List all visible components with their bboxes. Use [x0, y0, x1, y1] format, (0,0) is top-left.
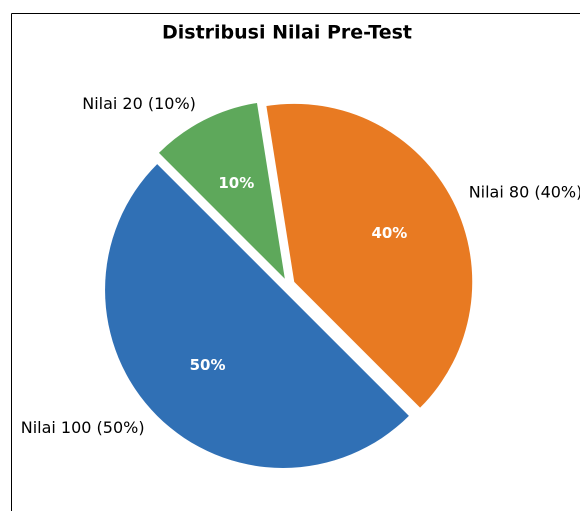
category-label: Nilai 80 (40%): [469, 182, 580, 201]
category-label: Nilai 100 (50%): [21, 418, 145, 437]
pie-slice: [105, 164, 409, 468]
value-label: 10%: [218, 174, 254, 192]
value-label: 40%: [371, 224, 407, 242]
category-label: Nilai 20 (10%): [82, 94, 196, 113]
pie-slice: [158, 102, 285, 279]
chart-title: Distribusi Nilai Pre-Test: [162, 22, 412, 44]
pie-slice: [266, 103, 473, 408]
value-label: 50%: [190, 356, 226, 374]
